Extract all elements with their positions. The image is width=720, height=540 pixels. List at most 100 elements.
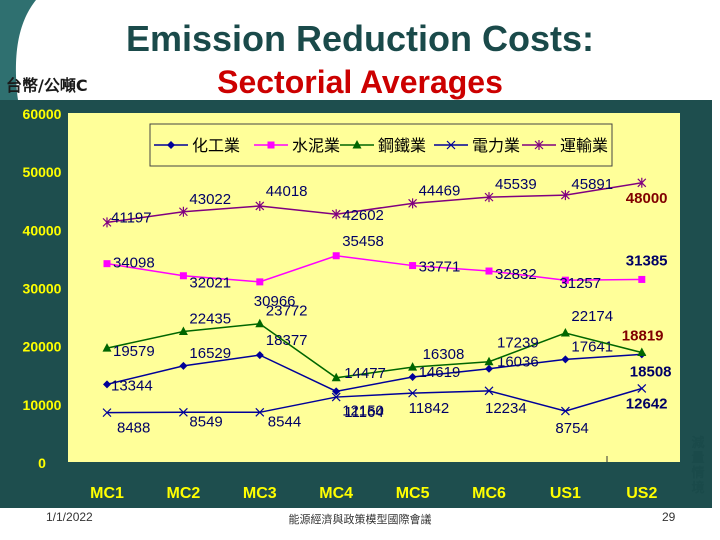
- data-label: 12150: [342, 402, 384, 419]
- data-label: 35458: [342, 233, 384, 250]
- data-label: 18819: [622, 328, 664, 345]
- data-label: 17641: [571, 338, 613, 355]
- footer-date: 1/1/2022: [46, 510, 93, 524]
- x-tick-label: US2: [626, 485, 657, 502]
- data-label: 14477: [344, 365, 386, 382]
- series-line-1: [106, 254, 642, 283]
- y-axis-unit-label: 台幣/公噸C: [6, 76, 88, 95]
- series-4-point: [178, 206, 188, 217]
- series-2-point: [408, 362, 418, 371]
- series-0-point: [485, 364, 493, 373]
- x-tick-label: MC5: [396, 485, 430, 502]
- series-3-point: [255, 407, 265, 417]
- series-4-point: [331, 209, 341, 220]
- y-tick-label: 20000: [23, 339, 62, 355]
- series-0-point: [332, 387, 341, 396]
- series-3-point: [408, 388, 418, 398]
- series-line-2: [106, 322, 642, 379]
- data-label: 30966: [254, 293, 296, 310]
- y-tick-label: 40000: [23, 222, 62, 238]
- data-label: 32832: [495, 266, 537, 283]
- y-tick-label: 50000: [23, 164, 62, 180]
- data-label: 13344: [111, 377, 153, 394]
- series-1-point: [485, 267, 493, 275]
- data-label: 18377: [266, 332, 308, 349]
- data-label: 22174: [571, 308, 613, 325]
- legend-marker: [167, 141, 175, 149]
- chart-title: Emission Reduction Costs:: [125, 18, 595, 59]
- legend-marker: [534, 140, 544, 150]
- data-label: 43022: [189, 191, 231, 208]
- series-3-point: [637, 384, 647, 393]
- data-label: 8488: [117, 420, 150, 437]
- data-label: 12642: [626, 395, 668, 412]
- data-label: 11164: [344, 404, 384, 421]
- series-1-point: [103, 260, 111, 268]
- data-label: 8549: [189, 413, 222, 430]
- data-label: 11842: [409, 400, 450, 417]
- series-4-point: [484, 192, 494, 203]
- plot-area: [68, 113, 680, 462]
- series-line-4: [106, 182, 642, 224]
- y-tick-label: 60000: [23, 106, 62, 122]
- series-1-point: [256, 278, 264, 286]
- series-2-point: [255, 318, 265, 328]
- series-2-point: [102, 343, 112, 352]
- x-tick-label: MC4: [319, 485, 353, 502]
- footer-conference: 能源經濟與政策模型國際會議: [288, 513, 432, 526]
- data-label: 12234: [485, 400, 527, 417]
- data-label: 16308: [423, 346, 465, 363]
- series-2-point: [178, 326, 188, 336]
- y-tick-label: 0: [38, 455, 46, 471]
- data-label: 16529: [189, 345, 231, 362]
- series-4-point: [408, 198, 418, 209]
- series-0-point: [561, 355, 570, 364]
- scenario-side-label: 減量情境: [691, 436, 705, 496]
- legend-entry: 水泥業: [292, 136, 340, 155]
- series-1-point: [179, 272, 187, 280]
- y-tick-label: 30000: [23, 281, 62, 297]
- x-tick-label: MC3: [243, 485, 277, 502]
- series-2-point: [560, 328, 570, 337]
- data-label: 44469: [419, 182, 461, 199]
- legend-entry: 電力業: [472, 136, 520, 155]
- series-1-point: [409, 262, 417, 270]
- series-4-point: [637, 177, 647, 188]
- series-4-point: [102, 217, 112, 228]
- legend-entry: 鋼鐵業: [378, 136, 426, 155]
- series-3-point: [560, 406, 570, 416]
- data-label: 17239: [497, 335, 539, 352]
- data-label: 8544: [268, 413, 301, 430]
- data-label: 23772: [266, 303, 308, 320]
- x-tick-label: MC2: [167, 485, 201, 502]
- series-0-point: [255, 351, 264, 360]
- data-label: 14619: [419, 364, 461, 381]
- legend-entry: 運輸業: [560, 136, 608, 155]
- data-label: 31385: [626, 252, 668, 269]
- legend-entry: 化工業: [192, 136, 240, 155]
- data-label: 19579: [113, 343, 155, 360]
- series-1-point: [561, 276, 569, 284]
- series-line-3: [106, 387, 643, 414]
- legend-marker: [267, 141, 275, 149]
- data-label: 45539: [495, 176, 537, 193]
- series-4-point: [560, 190, 570, 201]
- series-3-point: [178, 407, 188, 417]
- series-2-point: [331, 372, 341, 382]
- x-tick-label: US1: [550, 485, 581, 502]
- data-label: 45891: [571, 176, 613, 193]
- y-tick-label: 10000: [23, 397, 62, 413]
- series-3-point: [102, 408, 112, 418]
- series-0-point: [408, 372, 417, 381]
- series-1-point: [638, 275, 646, 283]
- data-label: 34098: [113, 255, 155, 272]
- series-2-point: [484, 356, 494, 366]
- series-1-point: [332, 252, 340, 260]
- left-decoration: [0, 0, 36, 100]
- series-line-0: [106, 353, 642, 393]
- data-label: 16036: [497, 354, 539, 371]
- data-label: 22435: [189, 311, 231, 328]
- series-3-point: [331, 392, 341, 402]
- data-label: 33771: [419, 259, 461, 276]
- series-2-point: [637, 347, 647, 357]
